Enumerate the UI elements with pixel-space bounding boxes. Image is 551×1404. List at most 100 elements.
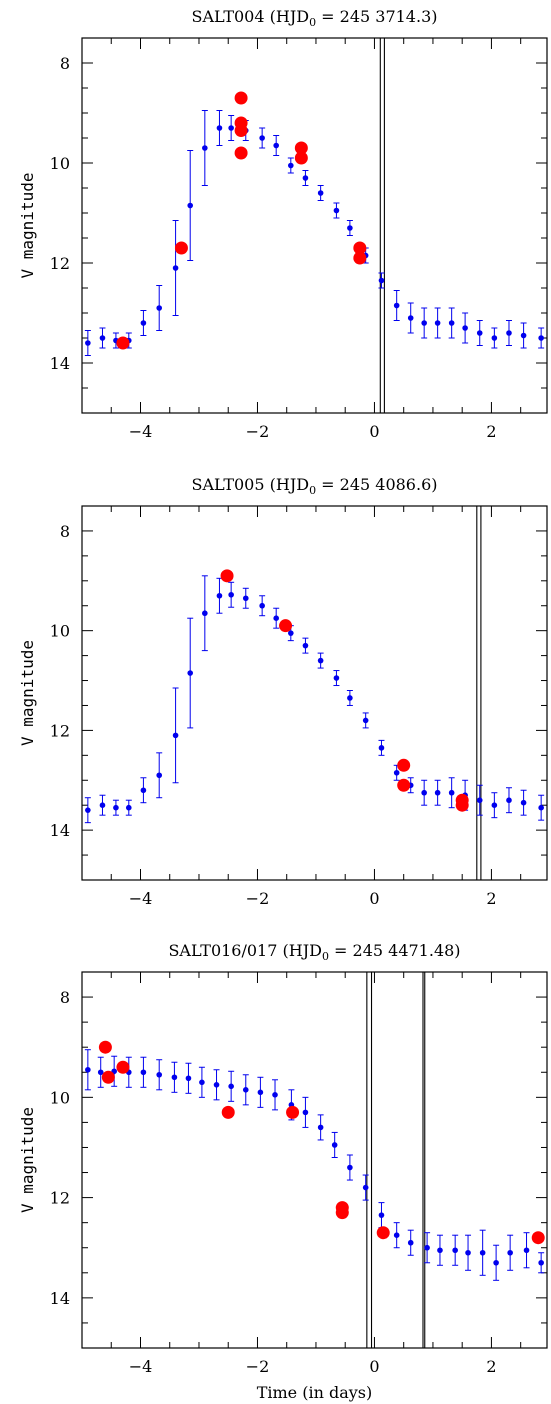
model-point xyxy=(347,695,353,701)
model-point xyxy=(393,769,400,776)
y-tick-label: 10 xyxy=(50,1088,70,1107)
panel-1: SALT004 (HJD0 = 245 3714.3) −4 −2 0 2 8 10 12 14… xyxy=(18,7,548,441)
y-tick-label: 10 xyxy=(50,622,70,641)
model-point xyxy=(97,1069,104,1076)
model-point xyxy=(202,145,208,151)
model-point xyxy=(465,1249,471,1256)
model-point xyxy=(448,789,455,796)
model-point xyxy=(242,1087,249,1093)
model-point xyxy=(523,1247,530,1254)
model-point xyxy=(393,302,400,309)
panel-title: SALT016/017 (HJD0 = 245 4471.48) xyxy=(168,941,460,963)
y-axis-label: V magnitude xyxy=(18,640,37,746)
model-point xyxy=(216,125,223,131)
observed-point xyxy=(286,1105,300,1119)
observed-point xyxy=(335,1206,349,1220)
model-point xyxy=(213,1082,220,1088)
model-point xyxy=(491,802,498,808)
x-tick-label: −4 xyxy=(129,422,153,441)
observed-point xyxy=(294,141,308,155)
model-point xyxy=(437,1247,443,1254)
model-point xyxy=(506,797,512,804)
x-tick-label: 2 xyxy=(486,422,496,441)
observed-point xyxy=(234,91,248,105)
model-point xyxy=(99,802,106,808)
panel-title: SALT004 (HJD0 = 245 3714.3) xyxy=(191,7,437,29)
model-point xyxy=(140,787,147,794)
model-point xyxy=(378,1212,385,1218)
model-point xyxy=(407,315,414,321)
model-point xyxy=(421,320,427,326)
model-point xyxy=(476,797,483,804)
model-point xyxy=(171,1074,178,1081)
model-point xyxy=(317,1124,324,1131)
model-point xyxy=(288,630,294,636)
model-point xyxy=(156,772,163,779)
plot-frame xyxy=(81,505,548,881)
plot-frame xyxy=(81,971,548,1349)
model-point xyxy=(393,1232,400,1238)
observed-point xyxy=(531,1231,545,1245)
observed-point xyxy=(397,778,411,792)
model-point xyxy=(185,1075,192,1082)
model-point xyxy=(302,175,309,181)
observed-point xyxy=(234,124,248,137)
model-point xyxy=(140,320,147,326)
y-tick-label: 10 xyxy=(50,154,70,173)
model-point xyxy=(506,330,512,336)
y-tick-label: 12 xyxy=(50,1189,70,1208)
model-point xyxy=(520,332,527,339)
model-point xyxy=(421,789,427,796)
observed-point xyxy=(294,151,308,165)
model-point xyxy=(85,1066,91,1073)
y-tick-label: 12 xyxy=(50,254,70,273)
model-point xyxy=(125,804,132,811)
observed-point xyxy=(220,569,234,583)
model-point xyxy=(99,335,106,341)
y-tick-label: 8 xyxy=(60,522,70,541)
x-tick-label: 0 xyxy=(369,889,379,908)
x-axis-label: Time (in days) xyxy=(257,1383,373,1402)
model-point xyxy=(302,1109,309,1116)
y-axis-label: V magnitude xyxy=(18,1107,37,1213)
x-tick-label: −4 xyxy=(129,889,153,908)
panel-2: SALT005 (HJD0 = 245 4086.6) −4 −2 0 2 8 10 12 14… xyxy=(18,475,548,908)
model-point xyxy=(507,1249,513,1256)
observed-point xyxy=(221,1105,235,1119)
model-point xyxy=(187,670,194,676)
model-point xyxy=(538,1259,544,1266)
x-tick-label: −4 xyxy=(129,1357,153,1376)
x-tick-label: 2 xyxy=(486,1357,496,1376)
observed-point xyxy=(174,241,188,255)
model-point xyxy=(202,610,208,617)
y-tick-label: 14 xyxy=(50,821,70,840)
x-tick-label: −2 xyxy=(246,889,270,908)
model-point xyxy=(259,602,265,609)
x-tick-label: 0 xyxy=(369,1357,379,1376)
observed-point xyxy=(116,1060,130,1074)
model-point xyxy=(493,1259,499,1266)
model-point xyxy=(448,320,455,326)
observed-point xyxy=(455,798,469,812)
model-point xyxy=(520,799,527,806)
observed-point xyxy=(279,619,293,633)
model-point xyxy=(347,1164,353,1171)
observed-point xyxy=(98,1040,112,1054)
model-point xyxy=(317,190,324,196)
model-point xyxy=(228,125,234,131)
model-point xyxy=(113,804,119,811)
model-point xyxy=(452,1247,458,1254)
x-tick-label: −2 xyxy=(246,1357,270,1376)
model-point xyxy=(273,615,279,621)
observed-point xyxy=(234,146,248,160)
model-point xyxy=(476,330,483,336)
x-tick-label: 2 xyxy=(486,889,496,908)
model-point xyxy=(347,225,353,231)
model-point xyxy=(216,592,223,599)
model-point xyxy=(479,1249,486,1256)
observed-point xyxy=(353,241,367,255)
panel-3: SALT016/017 (HJD0 = 245 4471.48) −4 −2 0 2 8 1… xyxy=(18,941,548,1402)
model-point xyxy=(333,207,340,214)
observed-point xyxy=(376,1226,390,1240)
model-point xyxy=(172,732,179,739)
